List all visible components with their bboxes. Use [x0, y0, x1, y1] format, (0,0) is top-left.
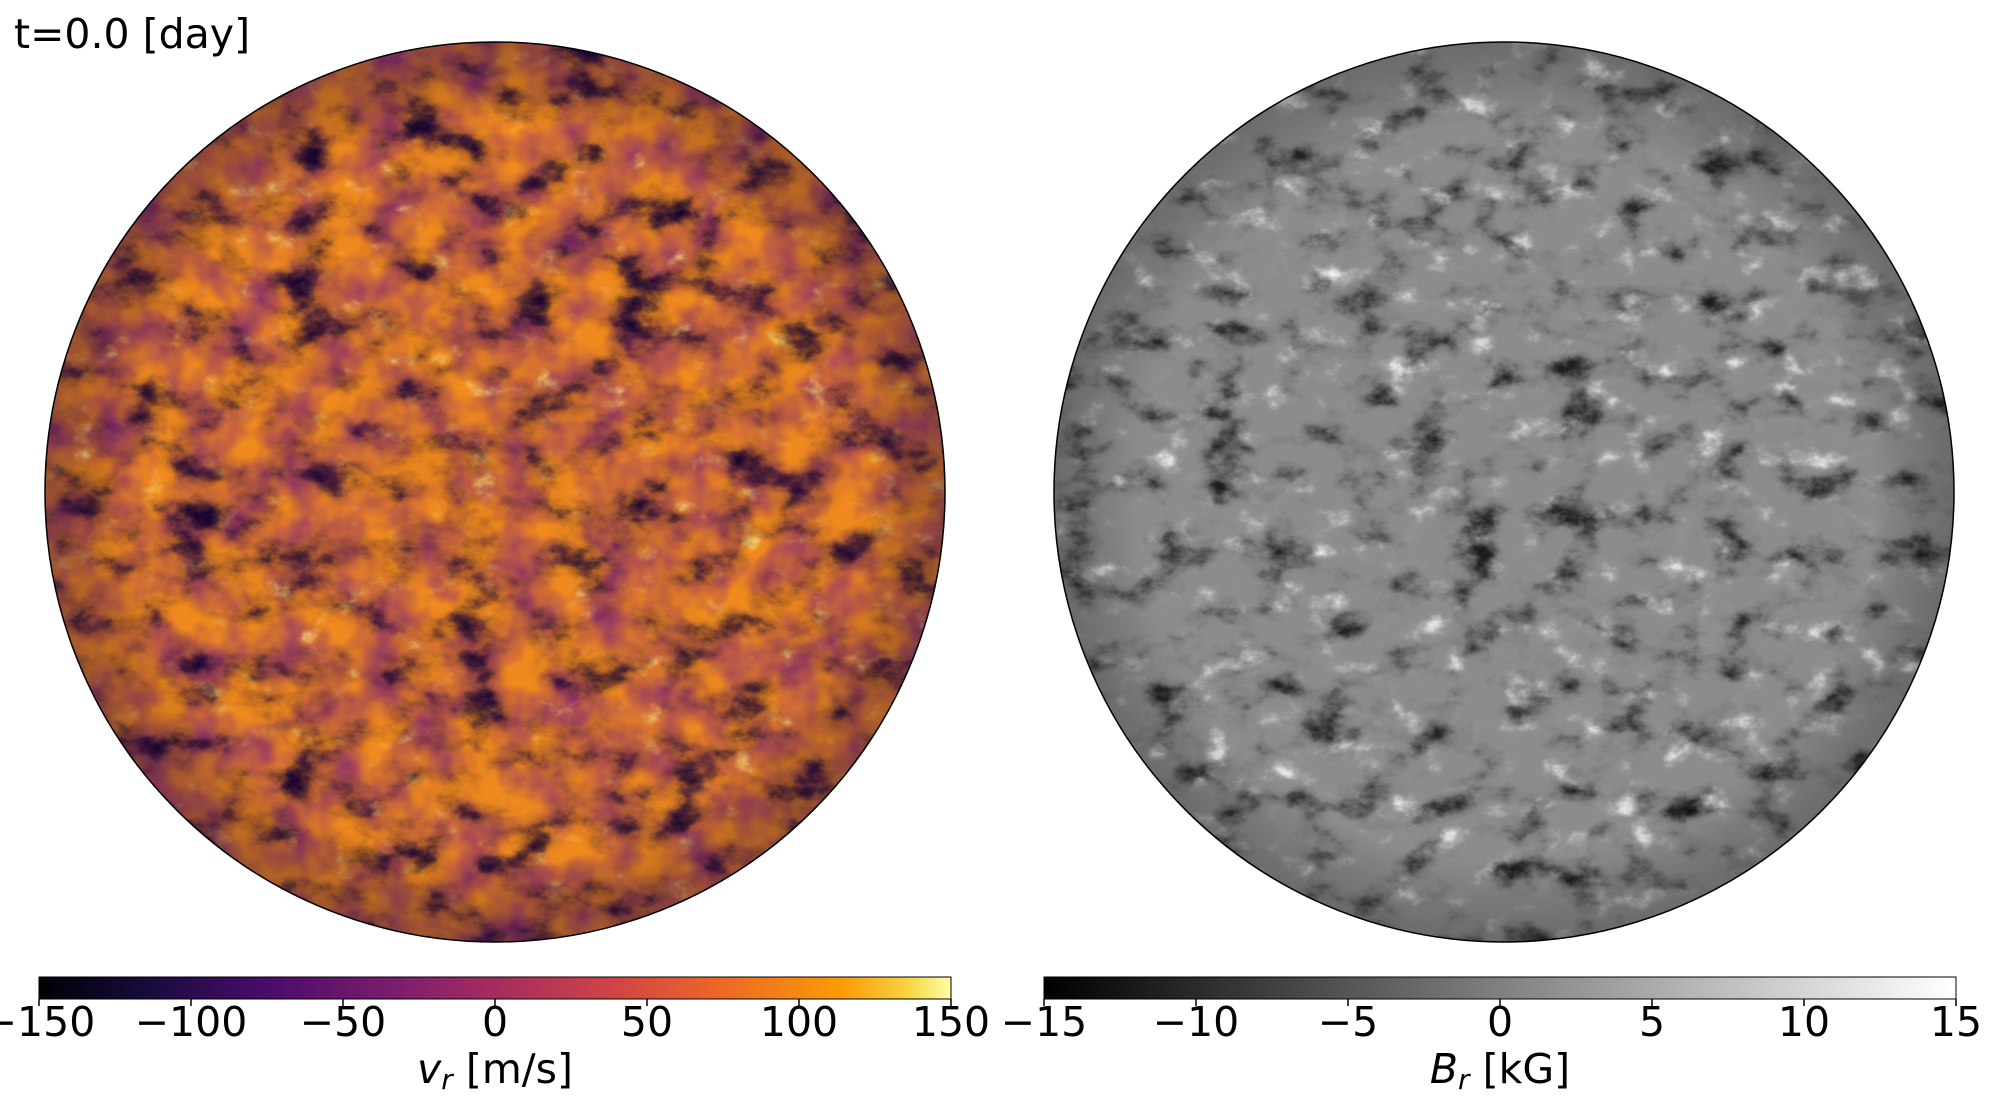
magnetic-tick-label: 5	[1638, 998, 1666, 1046]
velocity-colorbar-ticks	[38, 999, 952, 1006]
velocity-colorbar-label: vr [m/s]	[417, 1045, 573, 1096]
magnetic-tick-label: −5	[1317, 998, 1379, 1046]
magnetic-colorbar-label: Br [kG]	[1430, 1045, 1570, 1096]
time-label: t=0.0 [day]	[14, 10, 251, 58]
velocity-tick-label: 0	[481, 998, 509, 1046]
velocity-tick-label: 50	[620, 998, 674, 1046]
magnetic-tick-label: −15	[1000, 998, 1088, 1046]
velocity-subscript: r	[441, 1063, 453, 1096]
velocity-symbol: v	[417, 1045, 442, 1093]
velocity-tick-label: −50	[299, 998, 387, 1046]
magnetic-tick-label: 15	[1929, 998, 1983, 1046]
velocity-tick-label: −150	[0, 998, 96, 1046]
velocity-unit: [m/s]	[465, 1045, 573, 1093]
magnetic-symbol: B	[1429, 1045, 1459, 1093]
magnetic-tick-label: 0	[1486, 998, 1514, 1046]
velocity-sphere	[44, 41, 946, 943]
magnetic-tick-label: 10	[1777, 998, 1831, 1046]
magnetic-colorbar	[1043, 976, 1957, 1006]
magnetic-colorbar-ticks	[1043, 999, 1957, 1006]
magnetic-tick-label: −10	[1152, 998, 1240, 1046]
magnetic-unit: [kG]	[1482, 1045, 1571, 1093]
velocity-tick-label: −100	[134, 998, 248, 1046]
magnetic-subscript: r	[1458, 1063, 1470, 1096]
velocity-tick-label: 150	[911, 998, 991, 1046]
magnetic-field-sphere	[1053, 41, 1955, 943]
velocity-colorbar	[38, 976, 952, 1006]
velocity-tick-label: 100	[759, 998, 839, 1046]
